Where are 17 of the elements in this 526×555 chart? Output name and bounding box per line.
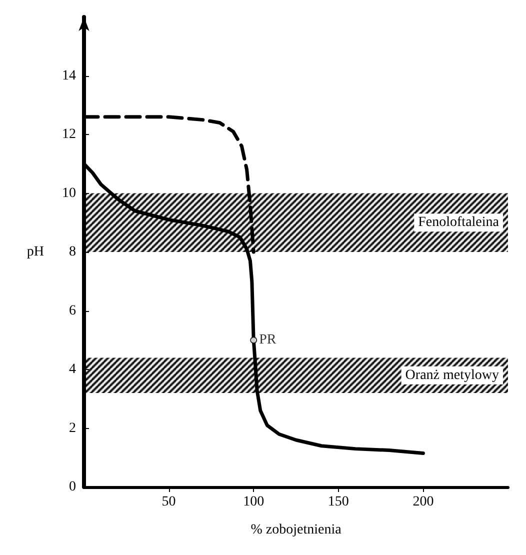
y-axis-title: pH bbox=[26, 244, 44, 260]
y-tick-label: 10 bbox=[62, 186, 76, 201]
y-tick-label: 14 bbox=[62, 68, 76, 84]
y-tick-label: 6 bbox=[69, 303, 76, 318]
y-tick-label: 0 bbox=[69, 480, 76, 494]
x-tick-label: 100 bbox=[243, 494, 264, 510]
y-tick-label: 4 bbox=[69, 362, 76, 377]
x-tick-label: 50 bbox=[162, 494, 176, 510]
y-tick-label: 2 bbox=[69, 420, 76, 436]
band-label: Oranż metylowy bbox=[405, 368, 499, 383]
y-tick-label: 8 bbox=[69, 244, 76, 260]
band-label: Fenoloftaleina bbox=[418, 215, 500, 230]
x-tick-label: 150 bbox=[328, 494, 349, 510]
annotation: PR bbox=[259, 332, 277, 348]
y-tick-label: 12 bbox=[62, 127, 76, 142]
x-axis-title: % zobojetnienia bbox=[250, 522, 342, 538]
x-tick-label: 200 bbox=[412, 494, 434, 510]
